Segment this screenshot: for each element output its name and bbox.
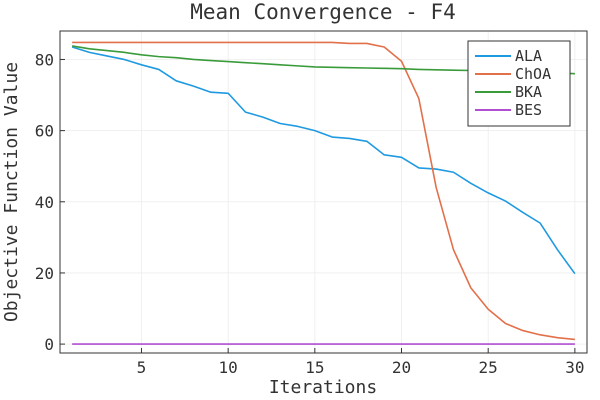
x-tick-label: 20 — [392, 358, 411, 377]
x-axis-ticks: 5 10 15 20 25 30 — [137, 348, 584, 377]
x-axis-label: Iterations — [269, 377, 377, 398]
series-line-choa — [72, 41, 575, 341]
y-axis-ticks: 0 20 40 60 80 — [35, 50, 65, 354]
legend-label-ala: ALA — [515, 47, 542, 65]
x-tick-label: 10 — [219, 358, 238, 377]
y-tick-label: 20 — [35, 264, 54, 283]
x-tick-label: 15 — [305, 358, 324, 377]
y-tick-label: 40 — [35, 193, 54, 212]
y-tick-label: 0 — [44, 335, 54, 354]
y-tick-label: 80 — [35, 50, 54, 69]
series-line-ala — [71, 46, 576, 275]
legend-label-bka: BKA — [515, 83, 542, 101]
x-tick-label: 25 — [479, 358, 498, 377]
x-tick-label: 5 — [137, 358, 147, 377]
y-axis-label: Objective Function Value — [1, 62, 22, 322]
x-tick-label: 30 — [565, 358, 584, 377]
legend-label-choa: ChOA — [515, 65, 551, 83]
plot-frame — [59, 30, 588, 354]
legend-label-bes: BES — [515, 101, 542, 119]
y-tick-label: 60 — [35, 122, 54, 141]
chart-title: Mean Convergence - F4 — [190, 0, 456, 24]
